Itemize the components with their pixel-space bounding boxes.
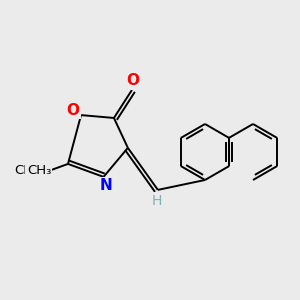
- Text: O: O: [67, 103, 80, 118]
- Text: CH₃: CH₃: [27, 164, 51, 177]
- Text: O: O: [67, 103, 80, 118]
- Text: N: N: [99, 178, 112, 194]
- Text: O: O: [126, 74, 140, 88]
- Text: O: O: [126, 74, 140, 88]
- Text: H: H: [152, 194, 162, 208]
- Text: CH₃: CH₃: [15, 164, 39, 177]
- Text: N: N: [99, 178, 112, 194]
- Text: H: H: [152, 194, 162, 208]
